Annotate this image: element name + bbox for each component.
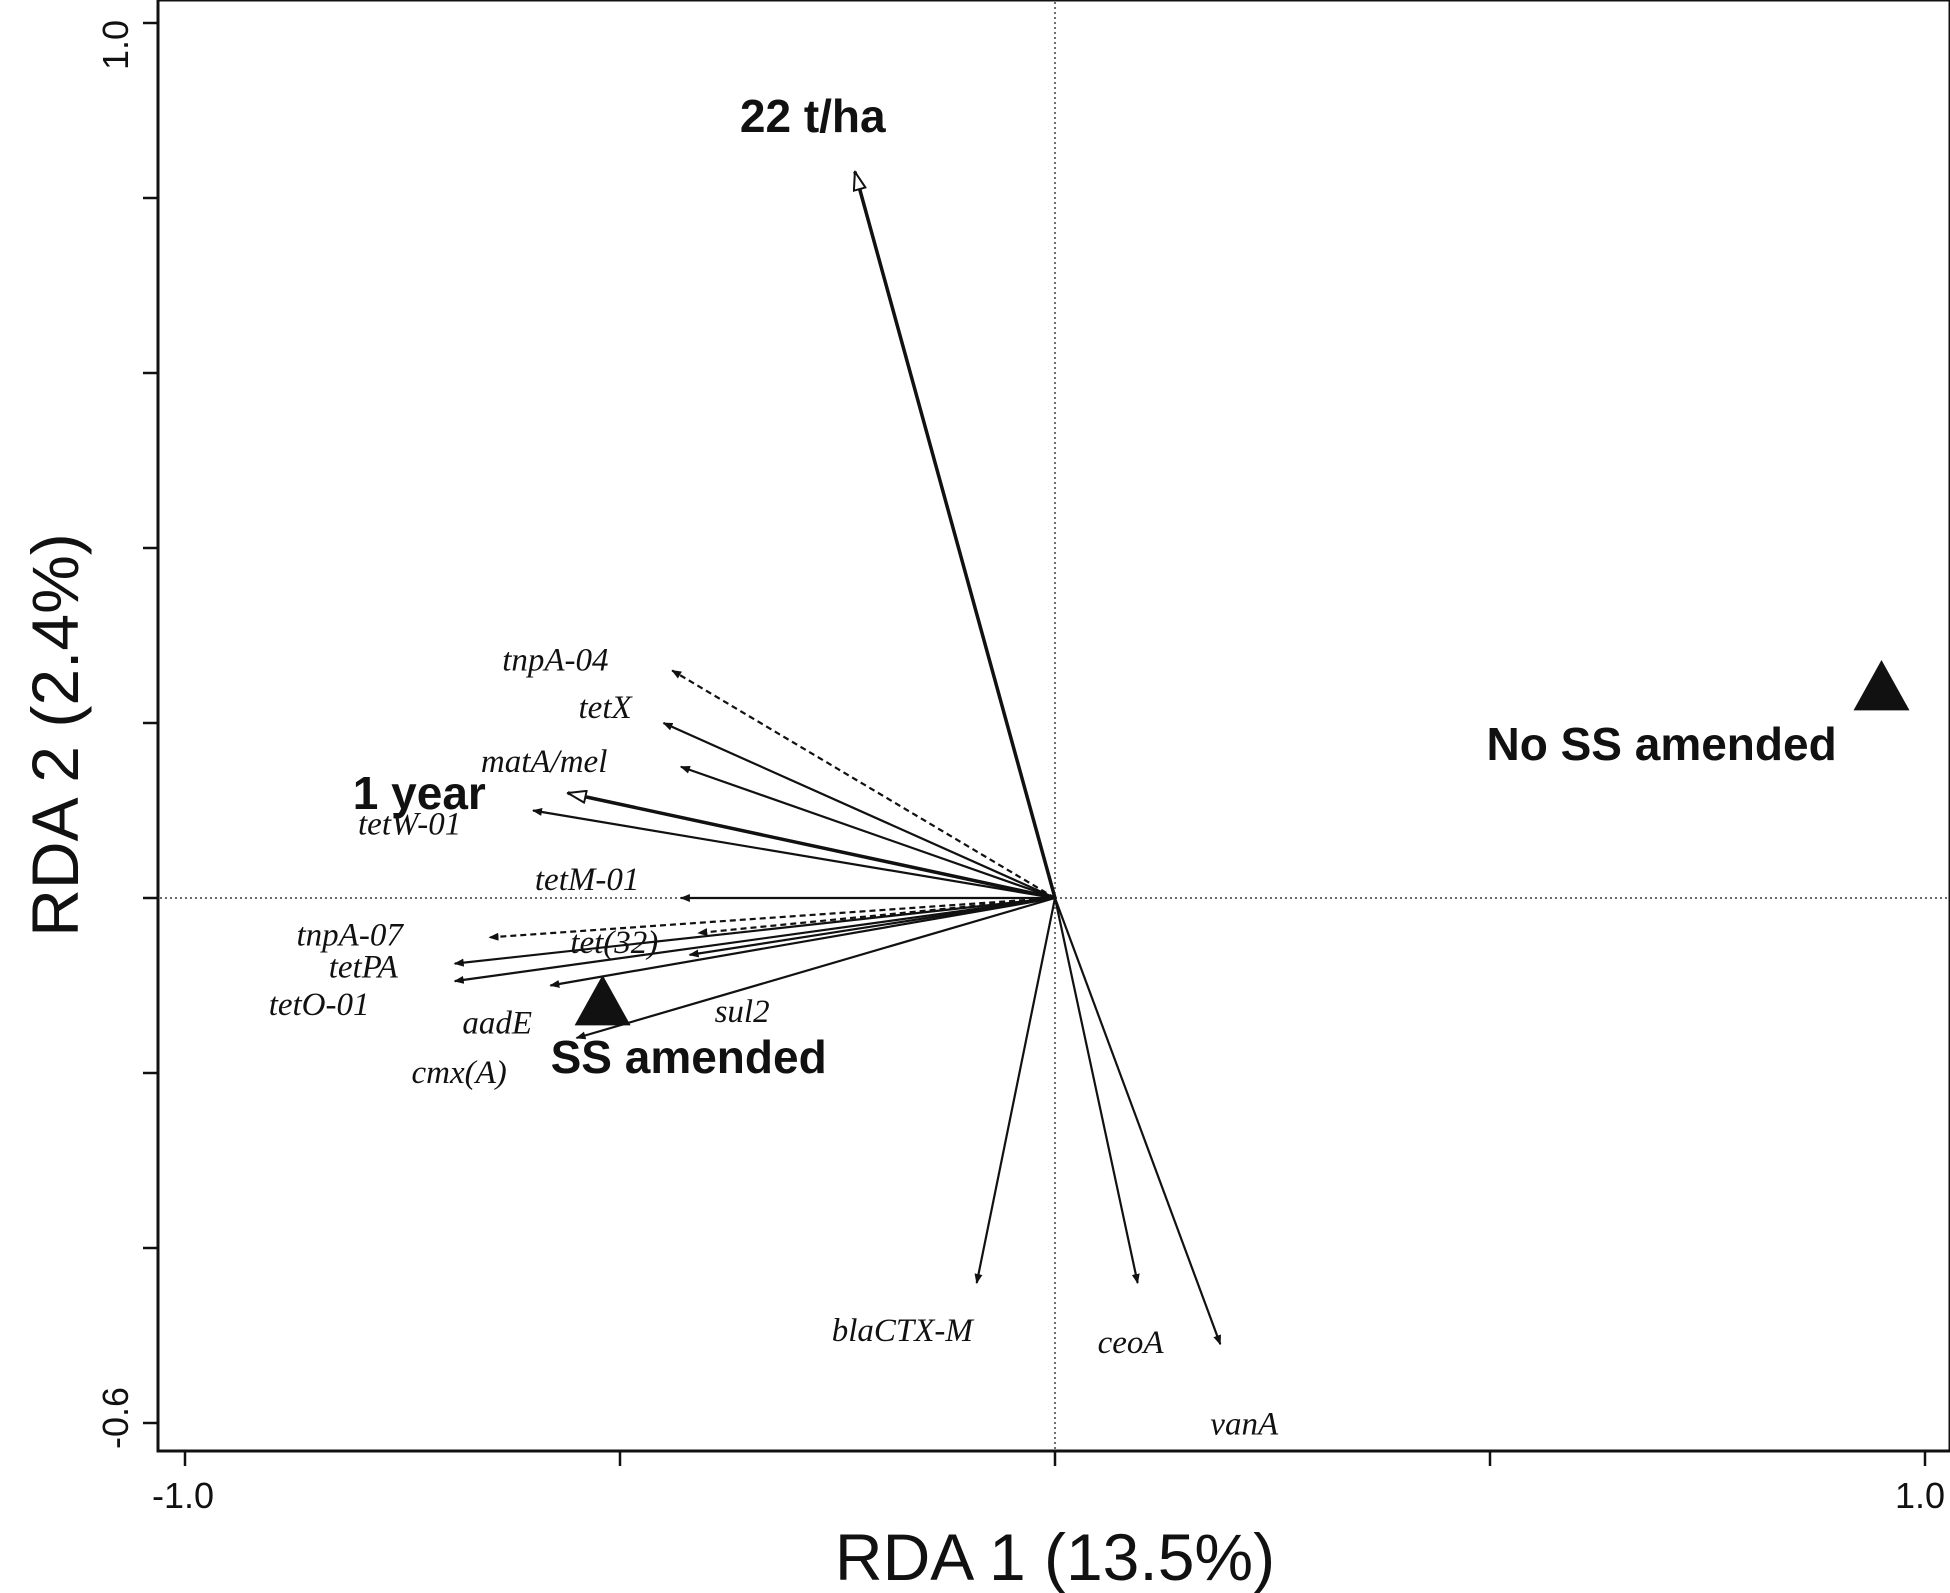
gene-label-blactx-m: blaCTX-M: [832, 1313, 975, 1349]
site-points: No SS amended SS amended: [551, 660, 1910, 1083]
gene-label-tnpa-07: tnpA-07: [297, 917, 405, 953]
gene-label-tetw-01: tetW-01: [358, 807, 461, 843]
gene-vector-blactx-m: [974, 897, 1057, 1284]
gene-vector-tnpa-07: [488, 896, 1056, 941]
gene-label-teto-01: tetO-01: [269, 987, 370, 1023]
gene-vector-cmx-a: [575, 896, 1056, 1040]
gene-vector-aade: [549, 896, 1056, 988]
gene-vector-mata-mel: [679, 765, 1056, 900]
gene-label-tetpa: tetPA: [329, 950, 399, 986]
gene-label-cmx-a: cmx(A): [412, 1055, 507, 1091]
gene-label-mata-mel: matA/mel: [481, 744, 607, 780]
gene-vector-tetx: [662, 721, 1056, 900]
gene-label-aade: aadE: [462, 1006, 532, 1042]
gene-label-sul2: sul2: [715, 994, 770, 1030]
env-vector-22-t-ha: [855, 172, 1057, 899]
gene-vector-tetw-01: [532, 808, 1056, 900]
y-tick-label-min: -0.6: [95, 1387, 136, 1449]
y-axis-title: RDA 2 (2.4%): [18, 533, 92, 936]
site-label-ss-amended: SS amended: [551, 1031, 827, 1083]
gene-vectors: tnpA-04tetXmatA/meltetW-01tetM-01tet(32)…: [269, 643, 1279, 1443]
gene-label-vana: vanA: [1210, 1406, 1279, 1442]
x-axis-title: RDA 1 (13.5%): [835, 1520, 1275, 1593]
site-marker-ss-amended: [574, 975, 631, 1026]
x-axis-ticks: [183, 1451, 1927, 1466]
gene-label-ceoa: ceoA: [1098, 1325, 1165, 1361]
y-axis-ticks: [143, 21, 158, 1425]
env-label-1-year: 1 year: [353, 767, 486, 819]
gene-label-tetx: tetX: [579, 690, 634, 726]
gene-label-tetm-01: tetM-01: [535, 862, 639, 898]
y-tick-label-max: 1.0: [95, 20, 136, 70]
gene-vector-ceoa: [1053, 897, 1140, 1284]
reference-lines: [160, 2, 1948, 1449]
gene-label-tnpa-04: tnpA-04: [502, 643, 608, 679]
gene-vector-tetpa: [453, 896, 1056, 967]
site-label-no-ss-amended: No SS amended: [1487, 718, 1837, 770]
gene-vector-tnpa-04: [671, 669, 1056, 899]
site-marker-no-ss-amended: [1853, 660, 1910, 711]
x-tick-label-max: 1.0: [1895, 1475, 1945, 1516]
environment-vectors: 22 t/ha 1 year: [353, 90, 1057, 900]
gene-vector-vana: [1053, 897, 1222, 1346]
env-vector-1-year: [568, 793, 1056, 900]
env-label-22-t-ha: 22 t/ha: [740, 90, 886, 142]
x-tick-label-min: -1.0: [152, 1475, 214, 1516]
gene-vector-teto-01: [453, 896, 1056, 984]
